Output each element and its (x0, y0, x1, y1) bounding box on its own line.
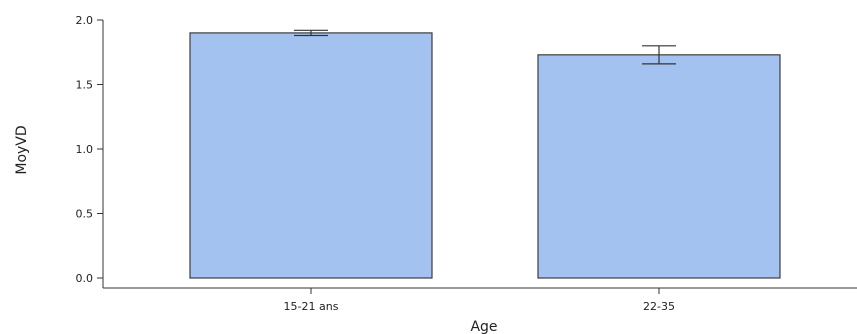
x-axis-title: Age (470, 319, 497, 334)
y-tick-label: 1.5 (76, 79, 94, 92)
bar (189, 32, 433, 279)
error-bar (294, 29, 328, 37)
bar (537, 54, 781, 279)
y-tick-label: 0.5 (76, 208, 94, 221)
y-tick-label: 2.0 (76, 14, 94, 27)
x-tick-label: 15-21 ans (284, 300, 339, 313)
x-ticks: 15-21 ans 22-35 (284, 288, 675, 313)
y-axis-title: MoyVD (14, 125, 30, 174)
x-axis: 15-21 ans 22-35 Age (103, 287, 857, 334)
y-ticks: 0.0 0.5 1.0 1.5 2.0 (76, 14, 103, 285)
y-tick-label: 1.0 (76, 143, 94, 156)
x-tick-label: 22-35 (643, 300, 675, 313)
y-axis: 0.0 0.5 1.0 1.5 2.0 MoyVD (14, 14, 104, 288)
bars (189, 32, 781, 279)
y-tick-label: 0.0 (76, 272, 94, 285)
error-bar (642, 45, 676, 65)
error-bars (294, 29, 676, 65)
